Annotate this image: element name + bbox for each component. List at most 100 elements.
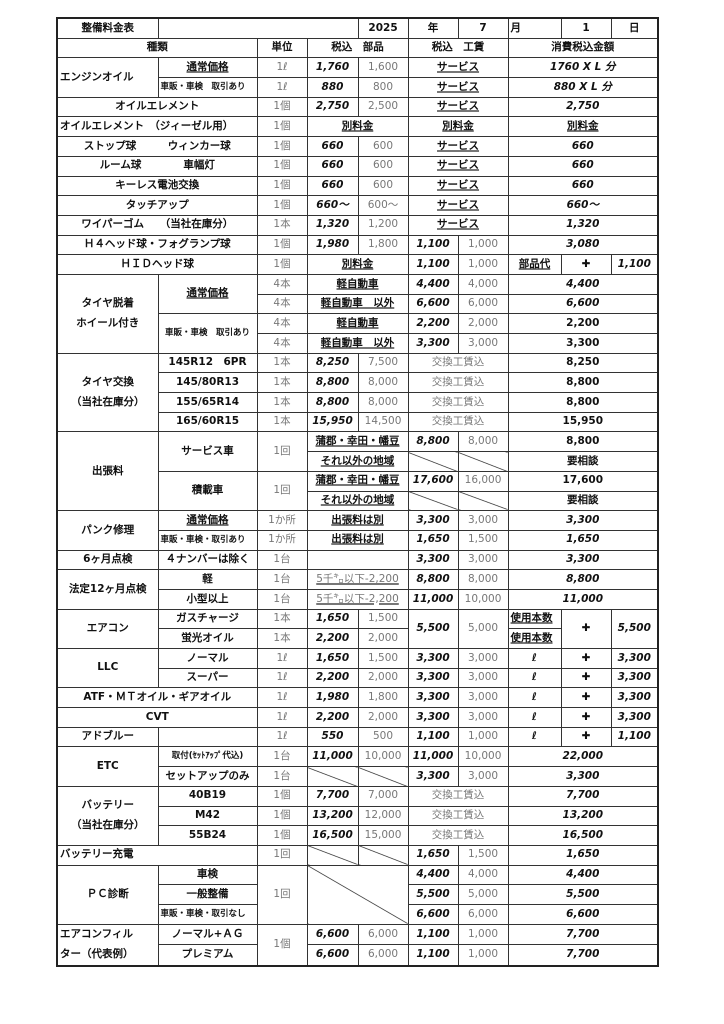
- table-cell: サービス: [407, 77, 509, 98]
- table-cell: 5,000: [457, 608, 509, 650]
- table-cell: 1,650: [407, 844, 459, 866]
- table-cell: 積載車: [157, 470, 258, 512]
- table-cell: 3,300: [507, 333, 659, 354]
- table-cell: [157, 17, 359, 39]
- table-cell: 交換工賃込: [407, 825, 509, 846]
- table-row: 法定12ヶ月点検軽 1台 5千㌔以下-2,200 8,800 8,000 8,800: [56, 569, 659, 610]
- table-cell: 出張料は別: [306, 510, 409, 531]
- table-cell: 3,300: [610, 648, 659, 669]
- table-cell: 3,300: [407, 333, 459, 354]
- table-cell: 3,080: [507, 234, 659, 256]
- table-cell: ETC: [56, 746, 159, 787]
- table-cell: 1個: [256, 116, 308, 138]
- table-cell: 1本: [256, 411, 308, 433]
- table-cell: 2,200: [306, 707, 359, 728]
- table-cell: 155/65R14: [157, 392, 258, 413]
- table-cell: Ｈ４ヘッド球・フォグランプ球: [56, 234, 258, 256]
- table-cell: 交換工賃込: [407, 352, 509, 374]
- table-cell: 6ヶ月点検: [56, 549, 159, 571]
- table-cell: オイルエレメント: [56, 96, 258, 118]
- table-cell: 出張料は別: [306, 529, 409, 551]
- table-row: 145/80R13 1本 8,800 8,000 交換工賃込 8,800: [57, 372, 659, 394]
- table-cell: 1,100: [610, 726, 659, 748]
- table-cell: 1台: [256, 766, 308, 787]
- table-cell: 6,600: [407, 293, 459, 315]
- table-cell: 1ℓ: [256, 648, 308, 669]
- table-cell: ✚: [560, 254, 612, 275]
- table-cell: 1個: [256, 234, 308, 256]
- table-cell: 15,950: [306, 411, 359, 433]
- table-cell: 1,980: [306, 234, 359, 256]
- table-cell: 16,500: [507, 825, 659, 846]
- table-cell: タイヤ交換 （当社在庫分）: [56, 352, 159, 433]
- table-cell: 3,300: [507, 766, 659, 787]
- table-cell: サービス: [407, 214, 509, 236]
- table-row: 6ヶ月点検 ４ナンバーは除く 1台 3,300 3,000 3,300: [56, 549, 659, 571]
- table-row: それ以外の地域 要相談: [57, 451, 659, 472]
- table-cell: 3,000: [457, 648, 509, 669]
- table-cell: ✚: [560, 726, 612, 748]
- table-cell: 交換工賃込: [407, 411, 509, 433]
- table-cell: 8,800: [306, 392, 359, 413]
- table-cell: 法定12ヶ月点検: [56, 569, 159, 610]
- table-cell: 1,650: [306, 648, 359, 669]
- table-cell: ℓ: [507, 687, 562, 709]
- table-cell: 5,500: [407, 884, 459, 905]
- table-cell: オイルエレメント （ジィーゼル用）: [56, 116, 258, 138]
- table-cell: 交換工賃込: [407, 785, 509, 807]
- table-cell: 1,100: [407, 923, 459, 946]
- table-cell: ストップ球 ウィンカー球: [56, 136, 258, 157]
- table-row: エンジンオイル 通常価格 1ℓ 1,760 1,600 サービス 1760 X L 分: [56, 57, 659, 98]
- table-cell: 車販・車検・取引なし: [157, 903, 258, 925]
- slashed-empty-cell: [357, 844, 409, 866]
- table-cell: ノーマル: [157, 648, 258, 669]
- table-cell: 1,320: [507, 214, 659, 236]
- table-row: ＨＩＤヘッド球 1個 別料金 1,100 1,000 部品代 ✚ 1,100: [56, 254, 659, 275]
- table-cell: 8,800: [507, 372, 659, 394]
- table-cell: 6,600: [407, 903, 459, 925]
- table-cell: 13,200: [306, 805, 359, 827]
- table-cell: アドブルー: [56, 726, 159, 748]
- table-cell: 1本: [256, 372, 308, 394]
- table-cell: 別料金: [407, 116, 509, 138]
- table-cell: 1,650: [306, 608, 359, 630]
- table-cell: 3,300: [407, 766, 459, 787]
- table-cell: 10,000: [457, 746, 509, 768]
- table-cell: 7,700: [507, 944, 659, 966]
- table-cell: 7,000: [357, 785, 409, 807]
- table-cell: 8,800: [507, 569, 659, 590]
- table-cell: 800: [357, 77, 409, 98]
- table-cell: 8,800: [407, 569, 459, 590]
- slashed-empty-cell: [457, 490, 509, 512]
- table-cell: 3,300: [407, 549, 459, 571]
- table-row: エアコン ガスチャージ 1本 1,650 1,500 5,500 5,000 使用本数 ✚ 5,5…: [56, 608, 659, 650]
- table-cell: ノーマル+ＡＧ: [157, 923, 258, 946]
- table-cell: 1本: [256, 628, 308, 649]
- table-row: バッテリー （当社在庫分） 40B19 1個 7,700 7,000 交換工賃込 7,700: [56, 785, 659, 846]
- table-cell: 4,000: [457, 864, 509, 886]
- table-cell: それ以外の地域: [306, 490, 409, 512]
- table-cell: 日: [610, 17, 659, 39]
- table-cell: 3,300: [407, 510, 459, 531]
- table-cell: 8,800: [306, 372, 359, 394]
- table-cell: 2,750: [507, 96, 659, 118]
- table-cell: 7,500: [357, 352, 409, 374]
- title-row: 整備料金表 2025 年 7 月 1 日: [56, 17, 659, 39]
- slashed-empty-cell: [407, 490, 459, 512]
- table-cell: サービス: [407, 136, 509, 157]
- table-cell: 1本: [256, 214, 308, 236]
- table-cell: 550: [306, 726, 359, 748]
- table-cell: 3,300: [507, 510, 659, 531]
- table-cell: 5,500: [610, 608, 659, 650]
- table-cell: 3,300: [407, 648, 459, 669]
- table-cell: 月: [507, 17, 562, 39]
- table-row: ATF・ＭＴオイル・ギアオイル 1ℓ 1,980 1,800 3,300 3,000 ℓ ✚ 3…: [56, 687, 659, 709]
- table-cell: 4,400: [407, 273, 459, 295]
- table-cell: 車検: [157, 864, 258, 886]
- price-table-body: 整備料金表 2025 年 7 月 1 日種類 単位 税込 部品 税込 工賃 消費税込金額 エンジンオイ…: [56, 17, 659, 967]
- table-cell: 7,700: [306, 785, 359, 807]
- table-cell: ℓ: [507, 726, 562, 748]
- table-cell: 5千㌔以下-2,200: [306, 588, 409, 610]
- table-row: 55B24 1個 16,500 15,000 交換工賃込 16,500: [57, 825, 659, 846]
- table-cell: 16,500: [306, 825, 359, 846]
